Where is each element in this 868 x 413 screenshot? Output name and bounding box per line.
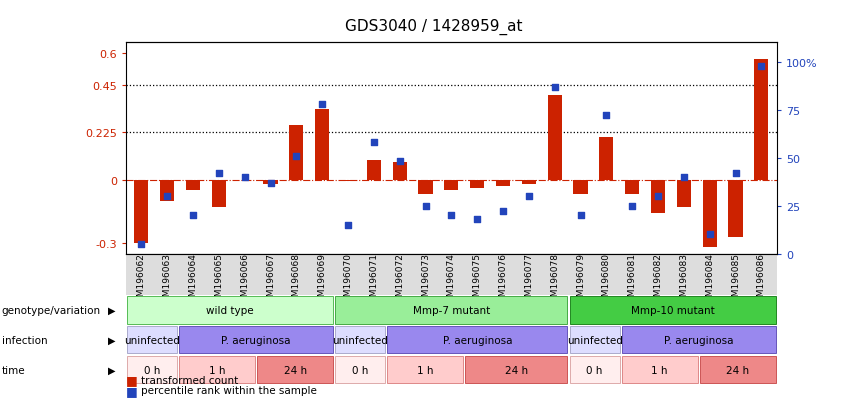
Text: P. aeruginosa: P. aeruginosa <box>664 335 733 345</box>
Point <box>470 216 484 223</box>
Bar <box>677 180 691 208</box>
Text: genotype/variation: genotype/variation <box>2 305 101 315</box>
Text: uninfected: uninfected <box>124 335 180 345</box>
Bar <box>335 356 385 383</box>
Text: 24 h: 24 h <box>284 365 306 375</box>
Point <box>135 241 148 248</box>
Bar <box>621 326 776 354</box>
Bar <box>569 356 620 383</box>
Text: wild type: wild type <box>207 305 253 315</box>
Text: transformed count: transformed count <box>141 375 239 385</box>
Bar <box>418 180 432 195</box>
Bar <box>574 180 588 195</box>
Bar <box>135 180 148 243</box>
Text: 0 h: 0 h <box>587 365 602 375</box>
Bar <box>392 162 407 180</box>
Point <box>367 140 381 146</box>
Point <box>212 170 226 177</box>
Bar <box>127 356 177 383</box>
Bar <box>387 356 464 383</box>
Point <box>315 101 329 108</box>
Text: uninfected: uninfected <box>567 335 622 345</box>
Text: 1 h: 1 h <box>417 365 434 375</box>
Bar <box>335 297 568 324</box>
Point <box>341 222 355 228</box>
Point <box>728 170 742 177</box>
Text: ■: ■ <box>126 373 138 387</box>
Point <box>161 193 174 200</box>
Text: 1 h: 1 h <box>208 365 226 375</box>
Bar <box>289 126 304 180</box>
Point <box>392 159 406 165</box>
Point <box>522 193 536 200</box>
Bar <box>700 356 776 383</box>
Point <box>496 209 510 215</box>
Bar <box>160 180 174 201</box>
Bar <box>387 326 568 354</box>
Bar <box>548 96 562 180</box>
Text: ▶: ▶ <box>108 305 115 315</box>
Bar <box>186 180 201 191</box>
Point <box>677 174 691 181</box>
Point <box>754 63 768 70</box>
Point <box>238 174 252 181</box>
Text: 24 h: 24 h <box>505 365 528 375</box>
Bar <box>702 180 717 248</box>
Bar <box>651 180 665 214</box>
Point <box>444 212 458 219</box>
Text: P. aeruginosa: P. aeruginosa <box>443 335 512 345</box>
Text: 24 h: 24 h <box>727 365 749 375</box>
Bar <box>522 180 536 185</box>
Text: time: time <box>2 365 25 375</box>
Bar <box>625 180 640 195</box>
Bar <box>465 356 568 383</box>
Text: infection: infection <box>2 335 48 345</box>
Bar <box>621 356 698 383</box>
Text: Mmp-7 mutant: Mmp-7 mutant <box>413 305 490 315</box>
Bar <box>212 180 226 208</box>
Point <box>418 203 432 209</box>
Point <box>264 180 278 186</box>
Point <box>548 84 562 91</box>
Text: uninfected: uninfected <box>332 335 388 345</box>
Point <box>186 212 200 219</box>
Bar <box>470 180 484 189</box>
Text: 0 h: 0 h <box>352 365 368 375</box>
Point <box>289 153 303 160</box>
Bar <box>754 60 768 180</box>
Bar <box>569 326 620 354</box>
Bar <box>315 110 329 180</box>
Bar <box>496 180 510 187</box>
Bar <box>341 180 355 181</box>
Bar <box>367 160 381 180</box>
Point <box>574 212 588 219</box>
Point <box>625 203 639 209</box>
Point <box>600 113 614 119</box>
Point <box>651 193 665 200</box>
Point <box>703 232 717 238</box>
Bar <box>263 180 278 185</box>
Bar <box>257 356 333 383</box>
Text: ▶: ▶ <box>108 365 115 375</box>
Text: Mmp-10 mutant: Mmp-10 mutant <box>631 305 714 315</box>
Bar <box>179 356 255 383</box>
Bar <box>127 326 177 354</box>
Text: GDS3040 / 1428959_at: GDS3040 / 1428959_at <box>345 19 523 35</box>
Text: ▶: ▶ <box>108 335 115 345</box>
Text: 1 h: 1 h <box>651 365 668 375</box>
Text: 0 h: 0 h <box>144 365 160 375</box>
Bar <box>569 297 776 324</box>
Bar <box>444 180 458 191</box>
Bar <box>127 297 333 324</box>
Text: ■: ■ <box>126 384 138 397</box>
Bar <box>728 180 743 237</box>
Bar <box>179 326 333 354</box>
Text: P. aeruginosa: P. aeruginosa <box>221 335 291 345</box>
Bar <box>335 326 385 354</box>
Bar <box>599 138 614 180</box>
Text: percentile rank within the sample: percentile rank within the sample <box>141 385 318 395</box>
